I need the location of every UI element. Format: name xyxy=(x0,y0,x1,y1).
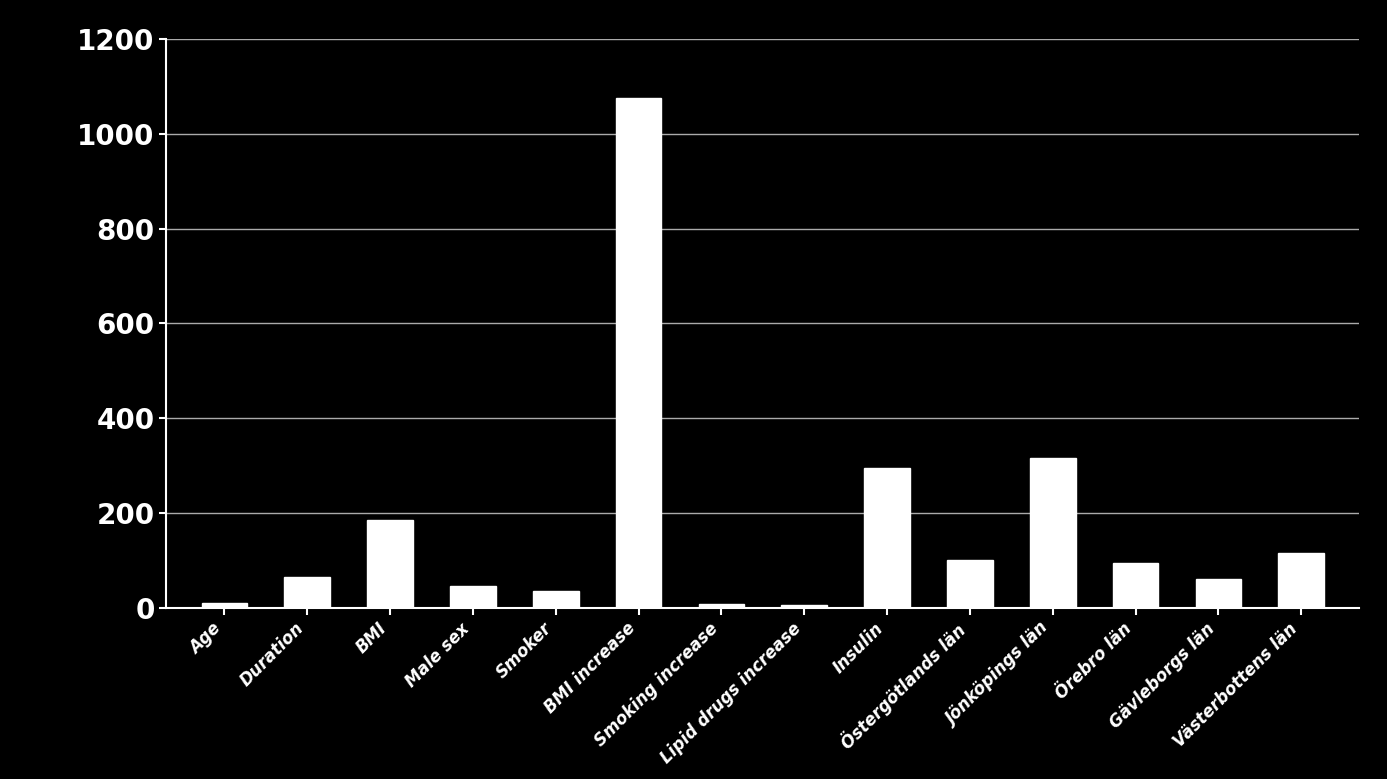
Bar xyxy=(284,576,330,608)
Bar xyxy=(368,520,413,608)
Bar xyxy=(947,560,993,608)
Bar xyxy=(451,587,495,608)
Bar xyxy=(864,468,910,608)
Bar xyxy=(781,605,827,608)
Bar xyxy=(201,603,247,608)
Bar xyxy=(1196,580,1241,608)
Bar xyxy=(1031,458,1075,608)
Bar xyxy=(533,591,578,608)
Bar xyxy=(699,604,745,608)
Bar xyxy=(616,98,662,608)
Bar xyxy=(1279,553,1325,608)
Bar xyxy=(1112,562,1158,608)
